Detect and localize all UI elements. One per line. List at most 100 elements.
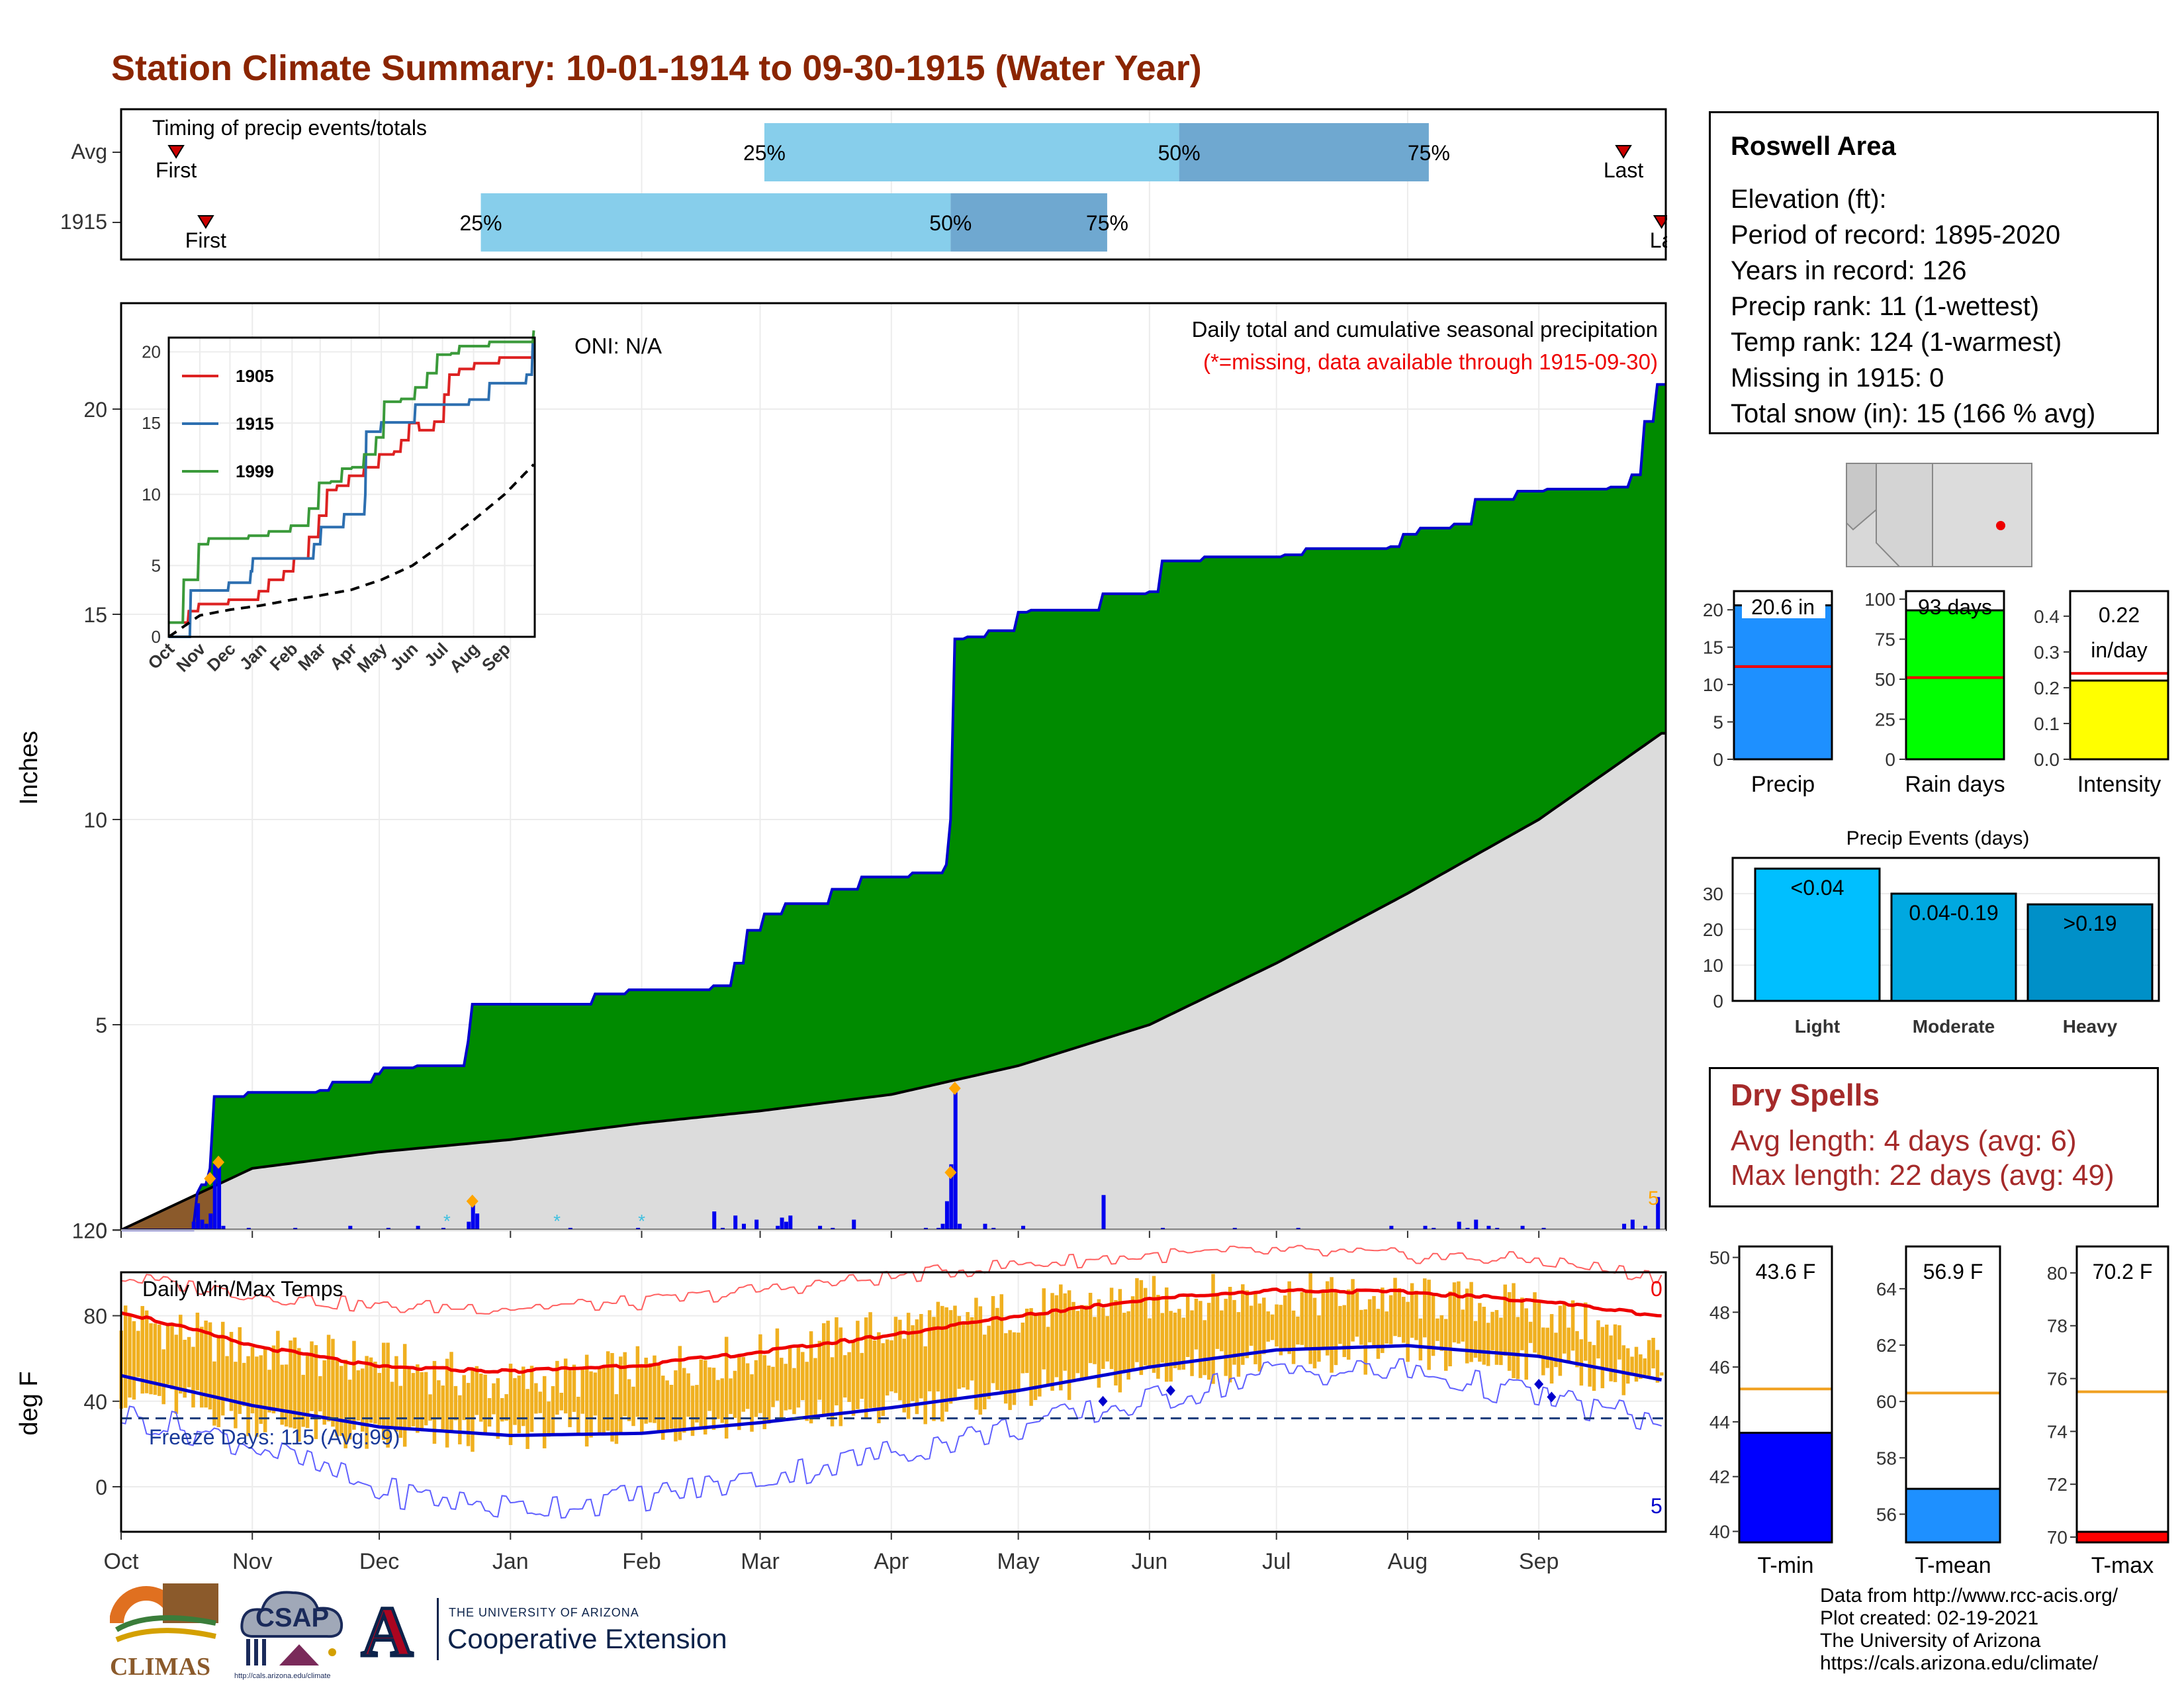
daily-temp-bar xyxy=(1359,1309,1363,1345)
station-info-box: Roswell Area Elevation (ft): Period of r… xyxy=(1709,111,2159,434)
daily-temp-bar xyxy=(678,1346,682,1440)
daily-temp-bar xyxy=(766,1365,771,1424)
daily-precip-bar xyxy=(788,1215,793,1230)
daily-temp-bar xyxy=(191,1346,195,1408)
month-xtick-label: Jul xyxy=(1262,1549,1291,1574)
daily-temp-bar xyxy=(1512,1283,1516,1378)
daily-temp-bar xyxy=(563,1358,568,1414)
inset-legend-label: 1905 xyxy=(236,366,274,386)
daily-temp-bar xyxy=(1334,1291,1338,1366)
region-map-state xyxy=(1846,463,1877,531)
daily-temp-bar xyxy=(1206,1303,1211,1380)
precip-ytick-label: 0 xyxy=(95,1219,107,1243)
daily-temp-bar xyxy=(161,1349,165,1405)
daily-temp-bar xyxy=(360,1368,365,1432)
credit-data-source: Data from http://www.rcc-acis.org/ xyxy=(1820,1585,2118,1607)
daily-temp-bar xyxy=(314,1345,318,1439)
daily-temp-bar xyxy=(842,1355,847,1398)
daily-temp-bar xyxy=(902,1338,906,1413)
daily-temp-bar xyxy=(999,1294,1004,1393)
daily-temp-bar xyxy=(1169,1311,1173,1382)
events-ytick-label: 20 xyxy=(1703,919,1723,940)
daily-temp-bar xyxy=(246,1356,250,1436)
daily-temp-bar xyxy=(835,1317,839,1406)
daily-temp-bar xyxy=(1660,1372,1664,1376)
timing-label-50pct: 50% xyxy=(929,211,972,235)
daily-temp-bar xyxy=(881,1343,886,1416)
daily-precip-bar xyxy=(196,1203,201,1230)
timing-title: Timing of precip events/totals xyxy=(152,116,427,140)
daily-temp-bar xyxy=(1071,1301,1075,1382)
daily-temp-bar xyxy=(453,1385,458,1421)
daily-temp-bar xyxy=(1152,1276,1156,1373)
daily-temp-bar xyxy=(619,1356,623,1433)
daily-temp-bar xyxy=(1266,1311,1270,1342)
daily-temp-bar xyxy=(1630,1356,1634,1376)
daily-precip-bar xyxy=(221,1225,226,1230)
daily-temp-bar xyxy=(517,1375,522,1434)
daily-precip-bar xyxy=(568,1227,572,1230)
daily-temp-bar xyxy=(745,1363,750,1409)
heavy-event-marker xyxy=(944,1166,957,1180)
daily-precip-bar xyxy=(441,1227,445,1230)
daily-temp-bar xyxy=(1291,1310,1296,1364)
daily-temp-bar xyxy=(635,1346,640,1417)
daily-temp-bar xyxy=(140,1305,144,1394)
daily-temp-bar xyxy=(483,1374,487,1433)
daily-temp-bar xyxy=(1385,1311,1388,1344)
daily-temp-bar xyxy=(551,1385,555,1436)
month-xtick-label: Jun xyxy=(1131,1549,1167,1574)
daily-temp-bar xyxy=(932,1317,936,1421)
ua-small-text: THE UNIVERSITY OF ARIZONA xyxy=(449,1606,639,1619)
daily-temp-bar xyxy=(1114,1300,1118,1385)
inset-ytick-label: 10 xyxy=(142,485,161,504)
last-event-label: Last xyxy=(1604,158,1644,182)
daily-temp-bar xyxy=(1008,1330,1012,1411)
freeze-days-label: Freeze Days: 115 (Avg:99) xyxy=(149,1425,400,1449)
daily-temp-bar xyxy=(542,1376,547,1448)
daily-temp-bar xyxy=(775,1328,780,1401)
events-ytick-label: 10 xyxy=(1703,955,1723,976)
daily-precip-bar xyxy=(712,1211,717,1230)
daily-temp-bar xyxy=(276,1331,280,1411)
station-temp-rank: Temp rank: 124 (1-warmest) xyxy=(1731,328,2062,357)
daily-temp-bar xyxy=(318,1376,322,1412)
daily-temp-bar xyxy=(711,1368,716,1430)
daily-temp-bar xyxy=(1427,1280,1431,1370)
first-event-label: First xyxy=(185,228,226,252)
summary-precip-ytick: 0.1 xyxy=(2034,714,2060,734)
summary-temp-ytick: 46 xyxy=(1709,1357,1730,1378)
daily-temp-bar xyxy=(534,1383,538,1414)
timing-bar-25-50 xyxy=(480,193,951,252)
summary-temp-ytick: 56 xyxy=(1876,1504,1897,1524)
daily-temp-bar xyxy=(724,1336,729,1439)
daily-temp-bar xyxy=(593,1372,598,1416)
daily-temp-bar xyxy=(356,1370,361,1421)
climas-text: CLIMAS xyxy=(110,1653,211,1681)
daily-temp-bar xyxy=(1613,1324,1617,1382)
summary-temp-border xyxy=(1905,1245,2001,1544)
daily-temp-bar xyxy=(242,1362,246,1407)
daily-temp-bar xyxy=(199,1327,204,1408)
daily-temp-bar xyxy=(1503,1284,1508,1356)
daily-temp-bar xyxy=(555,1360,559,1415)
first-event-marker xyxy=(197,215,214,229)
daily-temp-bar xyxy=(1452,1282,1457,1342)
average-max-line xyxy=(120,1287,1662,1374)
daily-temp-bar xyxy=(428,1394,432,1421)
daily-temp-bar xyxy=(1414,1290,1418,1340)
daily-temp-bar xyxy=(326,1335,331,1422)
daily-temp-bar xyxy=(1604,1325,1609,1370)
daily-temp-bar xyxy=(1625,1348,1630,1384)
summary-precip-ytick: 15 xyxy=(1703,637,1723,658)
precip-subtitle: (*=missing, data available through 1915-… xyxy=(1203,350,1658,374)
summary-temp-ytick: 64 xyxy=(1876,1279,1897,1299)
dry-spells-heading: Dry Spells xyxy=(1731,1078,1880,1112)
daily-temp-bar xyxy=(331,1338,335,1427)
daily-temp-bar xyxy=(123,1305,128,1408)
daily-temp-bar xyxy=(1402,1297,1406,1343)
daily-temp-bar xyxy=(771,1366,775,1407)
summary-temp-bar xyxy=(1905,1487,2001,1544)
daily-temp-bar xyxy=(1275,1304,1279,1347)
